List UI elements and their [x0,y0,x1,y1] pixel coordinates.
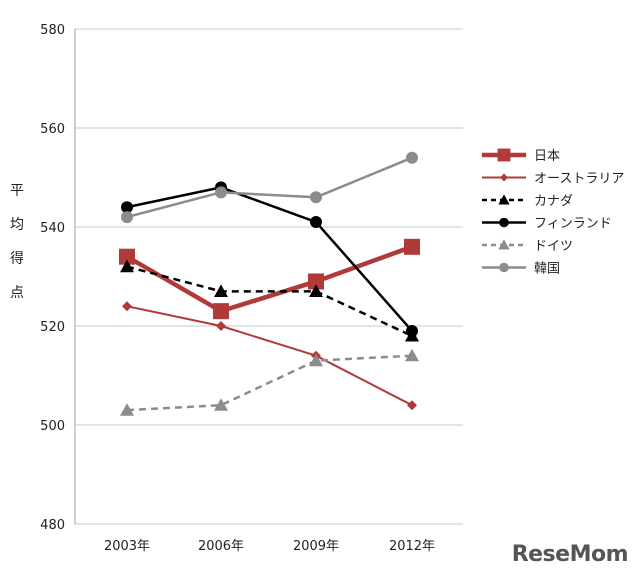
y-axis-label-char: 均 [10,217,24,233]
data-point [120,259,134,273]
x-tick-label: 2009年 [293,539,339,554]
data-point [119,248,135,265]
data-point [405,348,419,362]
legend-swatch-marker [500,173,508,182]
series-line [126,186,413,332]
data-point [407,400,417,411]
data-point [121,211,133,224]
y-axis-label-char: 得 [10,250,24,267]
y-axis-label-char: 点 [10,285,24,301]
x-tick-label: 2006年 [198,539,244,554]
legend-swatch-marker [497,148,511,162]
data-point [406,151,418,164]
x-tick-label: 2012年 [389,539,435,554]
resemom-logo: ReseMom [511,542,629,567]
legend-label: フィンランド [534,217,612,232]
legend-label: 日本 [534,149,560,164]
legend-label: ドイツ [534,239,573,254]
legend-swatch-marker [498,194,510,205]
legend-swatch-marker [499,262,509,273]
legend-label: オーストラリア [534,172,624,187]
y-axis-label-char: 平 [10,183,24,199]
series-line [125,244,413,314]
series-line [126,265,413,338]
data-point [309,284,323,297]
data-point [215,186,227,199]
series-line [126,156,413,219]
y-tick-label: 520 [40,320,65,335]
data-point [309,353,323,367]
data-point [308,273,324,290]
data-point [310,191,322,204]
data-point [406,324,418,337]
data-point [310,216,322,229]
legend-swatch-marker [499,217,509,228]
data-point [216,321,226,331]
legend-label: 韓国 [534,262,560,277]
series-line [126,305,413,407]
series-line [126,354,413,412]
y-tick-label: 580 [40,23,65,38]
data-point [214,398,228,411]
legend-swatch-marker [498,239,510,250]
x-tick-label: 2003年 [104,539,150,554]
data-point [121,201,133,214]
y-tick-label: 540 [40,221,65,236]
y-tick-label: 560 [40,122,65,137]
data-point [404,238,420,255]
data-point [120,403,134,416]
y-tick-label: 500 [40,419,65,434]
data-point [213,303,229,320]
data-point [122,301,132,312]
y-tick-label: 480 [40,518,65,533]
legend-label: カナダ [534,194,573,209]
data-point [214,284,228,297]
